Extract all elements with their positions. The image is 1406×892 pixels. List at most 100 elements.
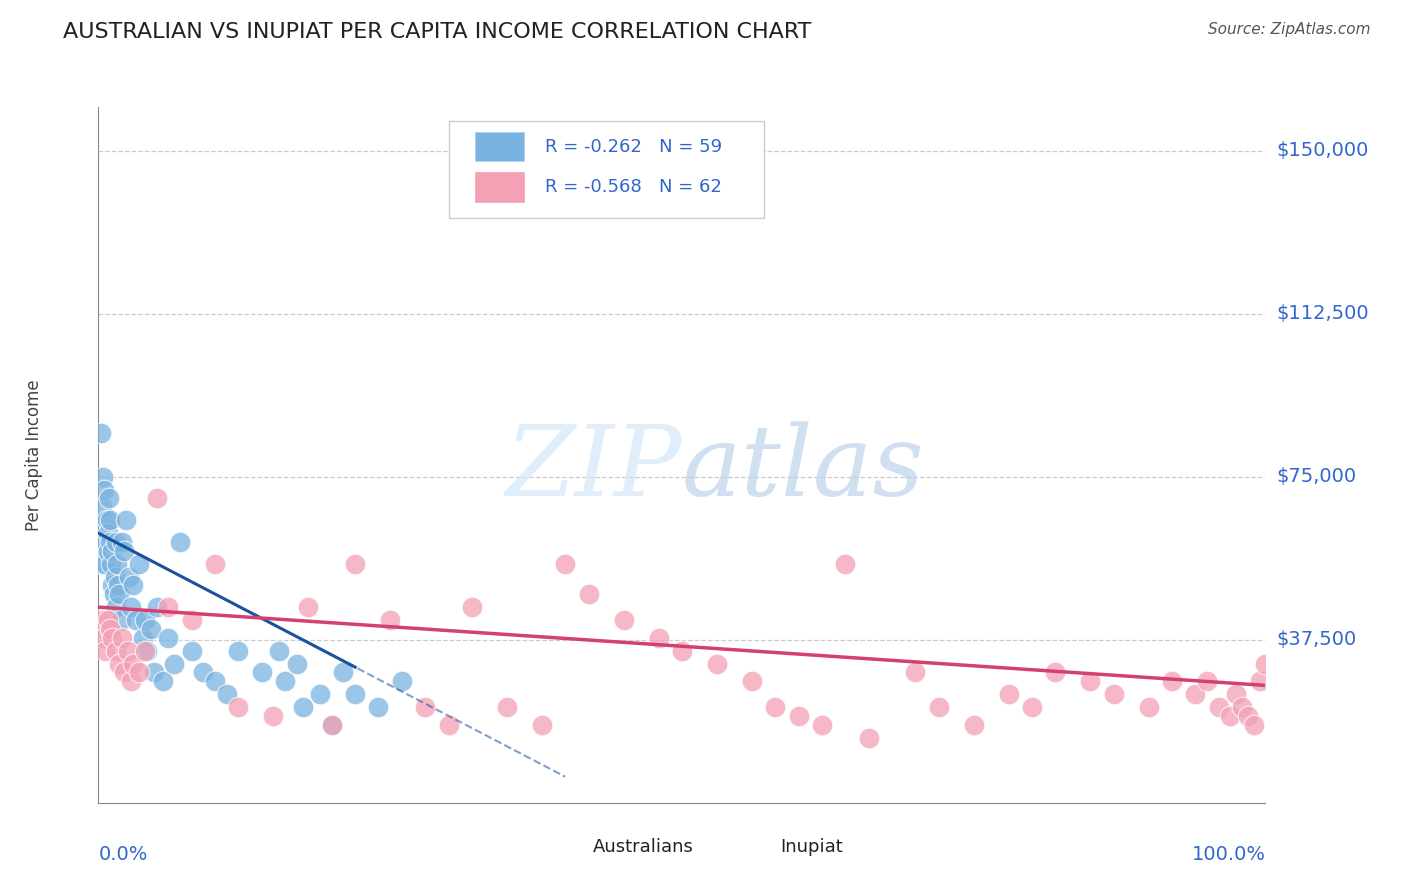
Point <box>834 557 856 571</box>
Point <box>228 643 250 657</box>
Point <box>578 587 600 601</box>
Point <box>93 543 115 558</box>
Point <box>97 543 120 558</box>
Point <box>1045 665 1067 680</box>
Point <box>1021 700 1043 714</box>
Point <box>274 674 297 689</box>
Point <box>858 731 880 745</box>
Point <box>228 700 250 714</box>
FancyBboxPatch shape <box>475 132 524 161</box>
Text: ZIP: ZIP <box>506 421 682 516</box>
Text: $112,500: $112,500 <box>1277 304 1369 323</box>
Point <box>94 557 117 571</box>
FancyBboxPatch shape <box>475 172 524 202</box>
Point <box>98 535 121 549</box>
Point <box>103 587 125 601</box>
FancyBboxPatch shape <box>728 834 773 861</box>
Text: Source: ZipAtlas.com: Source: ZipAtlas.com <box>1208 22 1371 37</box>
Point <box>671 643 693 657</box>
Point <box>321 717 343 731</box>
Point <box>111 535 134 549</box>
Point <box>120 600 142 615</box>
Point <box>157 600 180 615</box>
Text: 100.0%: 100.0% <box>1191 845 1265 863</box>
Point <box>128 557 150 571</box>
Point <box>90 613 112 627</box>
Point <box>285 657 308 671</box>
Point <box>146 491 169 506</box>
Point <box>1161 674 1184 689</box>
Point <box>139 622 162 636</box>
Point <box>193 665 215 680</box>
Point <box>134 613 156 627</box>
Point <box>180 613 202 627</box>
Point <box>90 500 112 514</box>
Point <box>90 557 112 571</box>
Point <box>104 600 127 615</box>
Point <box>706 657 728 671</box>
Point <box>101 631 124 645</box>
Point <box>332 665 354 680</box>
Point <box>1254 657 1277 671</box>
Point <box>204 674 226 689</box>
Point <box>94 535 117 549</box>
Text: 0.0%: 0.0% <box>98 845 148 863</box>
Point <box>612 613 634 627</box>
Point <box>904 665 927 680</box>
Point <box>122 578 145 592</box>
FancyBboxPatch shape <box>541 834 586 861</box>
Point <box>741 674 763 689</box>
Text: Australians: Australians <box>593 838 695 855</box>
Point <box>928 700 950 714</box>
Point <box>97 613 120 627</box>
Point <box>495 700 517 714</box>
Point <box>180 643 202 657</box>
Point <box>118 570 141 584</box>
FancyBboxPatch shape <box>449 121 763 219</box>
Point <box>136 643 159 657</box>
Point <box>97 526 120 541</box>
Text: R = -0.568   N = 62: R = -0.568 N = 62 <box>546 178 723 196</box>
Point <box>128 665 150 680</box>
Point <box>100 557 122 571</box>
Point <box>163 657 186 671</box>
Text: Per Capita Income: Per Capita Income <box>25 379 44 531</box>
Point <box>93 483 115 497</box>
Point <box>152 674 174 689</box>
Point <box>101 543 124 558</box>
Point <box>1102 687 1125 701</box>
Point <box>962 717 984 731</box>
Point <box>98 513 121 527</box>
Point <box>250 665 273 680</box>
Point <box>90 426 112 441</box>
Point <box>1080 674 1102 689</box>
Point <box>367 700 389 714</box>
Point <box>112 665 135 680</box>
Point <box>132 631 155 645</box>
Point <box>146 600 169 615</box>
Point <box>344 557 367 571</box>
Point <box>117 643 139 657</box>
Point <box>1237 708 1260 723</box>
Point <box>215 687 238 701</box>
Point <box>110 613 132 627</box>
Point <box>97 491 120 506</box>
Text: $37,500: $37,500 <box>1277 631 1357 649</box>
Point <box>413 700 436 714</box>
Point <box>1219 708 1241 723</box>
Point <box>763 700 786 714</box>
Text: atlas: atlas <box>682 421 925 516</box>
Point <box>1184 687 1206 701</box>
Point <box>105 557 128 571</box>
Point <box>437 717 460 731</box>
Point <box>91 469 114 483</box>
Point <box>134 643 156 657</box>
Point <box>1208 700 1230 714</box>
Point <box>112 543 135 558</box>
Point <box>811 717 834 731</box>
Point <box>93 631 115 645</box>
Point <box>309 687 332 701</box>
Point <box>157 631 180 645</box>
Point <box>1195 674 1218 689</box>
Point <box>125 613 148 627</box>
